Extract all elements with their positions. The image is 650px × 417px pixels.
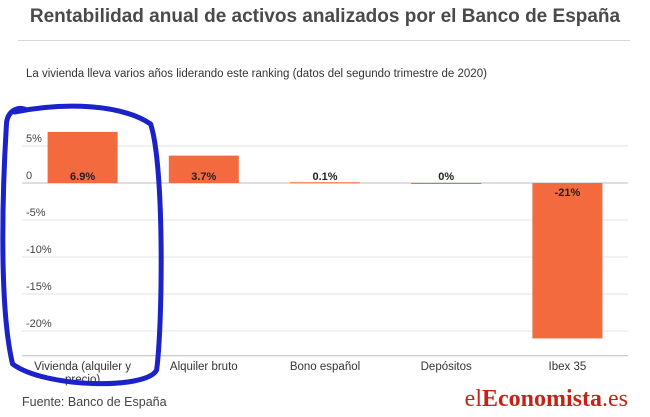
y-tick-label: 0 xyxy=(26,170,32,182)
x-tick-label: Vivienda (alquiler y xyxy=(34,361,131,373)
brand-logo: elEconomista.es xyxy=(465,386,628,413)
bar xyxy=(168,155,239,183)
bar xyxy=(532,183,603,339)
data-label: 6.9% xyxy=(70,171,95,183)
brand-highlight: Economista xyxy=(482,386,602,412)
data-label: 0% xyxy=(438,171,454,183)
x-tick-label: Ibex 35 xyxy=(549,361,587,373)
y-tick-label: -20% xyxy=(26,318,52,330)
title-divider xyxy=(18,40,630,41)
chart-subtitle: La vivienda lleva varios años liderando … xyxy=(26,68,487,80)
brand-prefix: el xyxy=(464,386,482,412)
source-note: Fuente: Banco de España xyxy=(22,395,167,409)
brand-suffix: .es xyxy=(602,386,628,412)
bar xyxy=(411,183,482,184)
x-tick-label: Bono español xyxy=(290,361,360,373)
data-label: -21% xyxy=(555,187,581,199)
x-tick-label: Depósitos xyxy=(421,361,472,373)
chart-title: Rentabilidad anual de activos analizados… xyxy=(29,6,621,27)
data-label: 3.7% xyxy=(191,171,216,183)
y-tick-label: 5% xyxy=(26,133,42,145)
highlight-circle xyxy=(0,103,164,387)
bar xyxy=(47,131,118,183)
x-tick-label: Alquiler bruto xyxy=(170,361,238,373)
y-tick-label: -15% xyxy=(26,281,52,293)
y-tick-label: -5% xyxy=(26,207,46,219)
data-label: 0.1% xyxy=(312,171,337,183)
y-tick-label: -10% xyxy=(26,244,52,256)
bar xyxy=(290,182,360,184)
